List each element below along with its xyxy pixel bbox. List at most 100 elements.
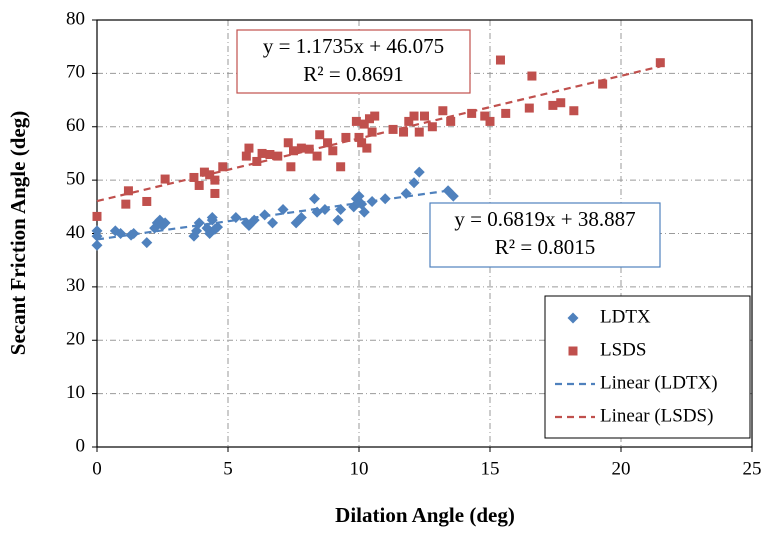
x-tick-label: 10 <box>350 458 369 479</box>
y-tick-label: 20 <box>66 329 85 350</box>
point <box>447 190 459 202</box>
point <box>598 79 608 89</box>
point <box>413 166 425 178</box>
point <box>267 217 279 229</box>
point <box>367 127 377 137</box>
point <box>501 108 511 118</box>
point <box>358 206 370 218</box>
point <box>308 193 320 205</box>
point <box>91 239 103 251</box>
point <box>304 144 314 154</box>
point <box>332 214 344 226</box>
point <box>210 188 220 198</box>
point <box>121 199 131 209</box>
point <box>205 170 215 180</box>
point <box>427 122 437 132</box>
equation-box <box>236 29 471 94</box>
point <box>328 146 338 156</box>
point <box>289 146 298 156</box>
point <box>277 203 289 215</box>
point <box>364 114 374 124</box>
point <box>524 103 534 113</box>
y-tick-label: 0 <box>76 435 86 456</box>
point <box>446 116 456 126</box>
trendline <box>96 65 661 203</box>
point <box>252 156 262 166</box>
point <box>485 116 495 126</box>
point <box>241 151 251 161</box>
x-axis-title: Dilation Angle (deg) <box>335 503 515 527</box>
point <box>548 100 558 110</box>
point <box>92 211 102 221</box>
point <box>218 162 228 172</box>
point <box>404 116 414 126</box>
point <box>295 211 307 223</box>
legend-label: Linear (LDTX) <box>600 372 718 393</box>
point <box>409 111 419 121</box>
legend-label: LDTX <box>600 306 651 327</box>
point <box>194 180 204 190</box>
point <box>341 132 351 142</box>
point <box>569 106 579 116</box>
point <box>408 177 420 189</box>
trend-equation: y = 1.1735x + 46.075 <box>263 34 444 58</box>
point <box>212 221 224 233</box>
y-tick-label: 50 <box>66 168 85 189</box>
point <box>438 106 448 116</box>
point <box>283 138 293 148</box>
x-tick-label: 15 <box>481 458 500 479</box>
trend-r2: R² = 0.8691 <box>303 62 403 86</box>
point <box>123 186 133 196</box>
legend-marker <box>567 312 579 324</box>
legend-label: Linear (LSDS) <box>600 405 713 426</box>
point <box>362 143 372 153</box>
x-tick-label: 5 <box>223 458 233 479</box>
x-tick-label: 20 <box>612 458 631 479</box>
point <box>286 162 296 172</box>
y-axis-title: Secant Friction Angle (deg) <box>6 111 30 355</box>
point <box>142 196 152 206</box>
point <box>210 175 220 185</box>
point <box>206 211 218 223</box>
point <box>480 111 490 121</box>
point <box>257 148 267 158</box>
point <box>141 237 153 249</box>
point <box>357 138 367 148</box>
legend-box <box>544 295 751 439</box>
point <box>159 217 171 229</box>
y-tick-label: 30 <box>66 275 85 296</box>
legend-marker <box>568 346 578 356</box>
point <box>527 71 537 81</box>
point <box>399 127 409 137</box>
trend-equation: y = 0.6819x + 38.887 <box>454 207 635 231</box>
point <box>312 151 322 161</box>
y-tick-label: 10 <box>66 382 85 403</box>
point <box>244 143 254 153</box>
point <box>199 167 209 177</box>
point <box>315 130 325 140</box>
y-tick-label: 40 <box>66 222 85 243</box>
point <box>420 111 429 121</box>
point <box>370 111 380 121</box>
point <box>467 108 477 118</box>
y-tick-label: 80 <box>66 8 85 29</box>
point <box>323 138 333 148</box>
point <box>351 116 361 126</box>
point <box>273 151 283 161</box>
point <box>495 55 505 65</box>
legend-label: LSDS <box>600 339 646 360</box>
point <box>414 127 424 137</box>
trend-r2: R² = 0.8015 <box>495 235 595 259</box>
point <box>556 98 566 108</box>
equation-box <box>429 202 661 268</box>
point <box>655 58 665 68</box>
y-tick-label: 60 <box>66 115 85 136</box>
x-tick-label: 25 <box>743 458 762 479</box>
y-tick-label: 70 <box>66 62 85 83</box>
point <box>259 209 271 221</box>
point <box>265 150 275 160</box>
point <box>296 143 306 153</box>
x-tick-label: 0 <box>92 458 102 479</box>
point <box>359 119 369 129</box>
